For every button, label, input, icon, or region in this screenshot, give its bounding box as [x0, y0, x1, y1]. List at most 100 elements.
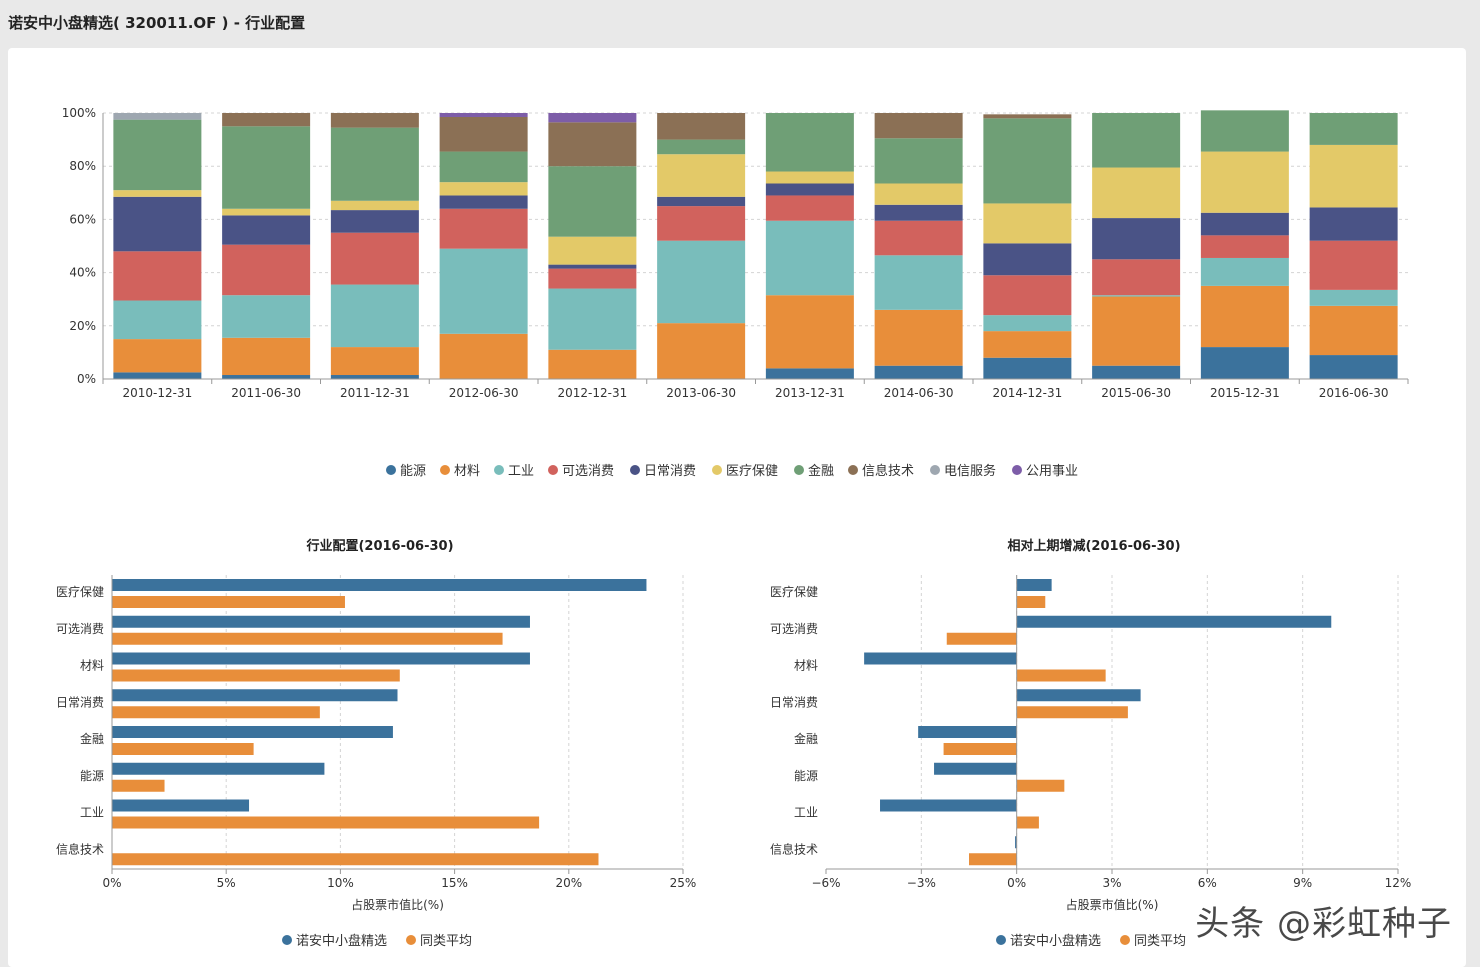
bar	[112, 652, 530, 665]
y-tick-label: 60%	[69, 212, 96, 226]
bar-segment	[1309, 207, 1398, 241]
bar-segment	[439, 208, 528, 249]
x-tick-label: 0%	[1007, 876, 1026, 890]
bar-segment	[222, 337, 311, 376]
bar-segment	[1092, 167, 1181, 219]
bar-segment	[548, 264, 637, 269]
y-tick-label: 工业	[794, 806, 818, 820]
legend-marker	[1120, 935, 1130, 945]
bar-segment	[874, 309, 963, 366]
x-tick-label: 0%	[102, 876, 121, 890]
bar-segment	[1200, 151, 1289, 213]
legend-marker	[1012, 465, 1022, 475]
bar-segment	[1092, 296, 1181, 366]
bar	[1016, 779, 1065, 792]
bar-segment	[765, 183, 854, 196]
x-tick-label: 3%	[1102, 876, 1121, 890]
y-tick-label: 日常消费	[56, 695, 104, 709]
bar-segment	[983, 275, 1072, 316]
x-tick-label: 2013-12-31	[775, 386, 845, 400]
bar-segment	[548, 288, 637, 350]
x-tick-label: −3%	[907, 876, 936, 890]
bar-segment	[657, 139, 746, 155]
bar	[1016, 615, 1332, 628]
bar-segment	[439, 248, 528, 334]
bar	[1016, 669, 1106, 682]
bar-segment	[330, 113, 419, 128]
bar-segment	[1309, 144, 1398, 208]
bar-segment	[330, 375, 419, 379]
bar-segment	[222, 375, 311, 379]
legend-marker	[548, 465, 558, 475]
x-tick-label: 2013-06-30	[666, 386, 736, 400]
bar	[112, 853, 599, 866]
legend-label: 工业	[508, 464, 534, 479]
x-tick-label: 2015-06-30	[1101, 386, 1171, 400]
y-tick-label: 信息技术	[770, 841, 818, 856]
bar-segment	[113, 119, 202, 191]
y-tick-label: 金融	[794, 731, 818, 746]
bar-segment	[983, 203, 1072, 244]
x-tick-label: 20%	[555, 876, 582, 890]
legend-label: 诺安中小盘精选	[1010, 933, 1101, 949]
bar-segment	[657, 196, 746, 207]
bar	[112, 799, 250, 812]
bar-segment	[222, 126, 311, 209]
y-tick-label: 医疗保健	[770, 585, 818, 599]
bar-segment	[548, 236, 637, 265]
x-axis-label: 占股票市值比(%)	[351, 897, 444, 912]
bar-segment	[330, 210, 419, 233]
bar-segment	[1092, 365, 1181, 379]
bar	[918, 726, 1017, 738]
stacked-allocation-chart: 0% 20% 40% 60% 80% 100% 2010-12-31 2011-06-30 20…	[62, 106, 1409, 479]
bar	[1016, 689, 1141, 702]
y-tick-label: 40%	[69, 266, 96, 280]
bar-segment	[983, 315, 1072, 332]
y-tick-label: 80%	[69, 159, 96, 173]
bar-segment	[439, 195, 528, 209]
bar-segment	[765, 368, 854, 379]
bar-segment	[1200, 285, 1289, 348]
legend-label: 信息技术	[862, 463, 914, 479]
bar-segment	[1309, 113, 1398, 145]
bar-segment	[439, 113, 528, 117]
legend-marker	[406, 935, 416, 945]
bar	[112, 779, 165, 792]
legend-label: 金融	[808, 463, 834, 479]
x-tick-label: 15%	[441, 876, 468, 890]
y-tick-label: 能源	[80, 769, 104, 783]
x-tick-label: 2014-06-30	[884, 386, 954, 400]
bar	[1015, 836, 1017, 849]
y-tick-label: 日常消费	[770, 695, 818, 709]
legend-label: 医疗保健	[726, 464, 778, 479]
bar-segment	[439, 333, 528, 379]
x-tick-label: 2012-06-30	[449, 386, 519, 400]
chart-title: 相对上期增减(2016-06-30)	[1007, 538, 1180, 554]
bar	[1016, 596, 1046, 608]
x-axis-label: 占股票市值比(%)	[1066, 897, 1159, 912]
bar	[1016, 579, 1052, 591]
bar	[946, 632, 1017, 645]
y-tick-label: 材料	[80, 659, 104, 673]
bar	[112, 816, 540, 829]
bar-segment	[983, 357, 1072, 379]
legend-label: 能源	[400, 464, 426, 479]
bar-segment	[657, 206, 746, 241]
bar-segment	[113, 251, 202, 301]
watermark: 头条 @彩虹种子	[1195, 904, 1452, 944]
bar-segment	[330, 347, 419, 376]
y-tick-label: 信息技术	[56, 841, 104, 856]
bar-segment	[222, 113, 311, 127]
x-tick-label: 9%	[1293, 876, 1312, 890]
bar-segment	[330, 127, 419, 201]
bar	[112, 706, 320, 719]
bar-segment	[1309, 355, 1398, 379]
bar	[112, 615, 530, 628]
y-tick-label: 20%	[69, 319, 96, 333]
bar-segment	[439, 151, 528, 183]
bar-segment	[983, 331, 1072, 358]
y-tick-label: 医疗保健	[56, 585, 104, 599]
bar-segment	[1200, 235, 1289, 258]
x-tick-label: 2012-12-31	[558, 386, 628, 400]
